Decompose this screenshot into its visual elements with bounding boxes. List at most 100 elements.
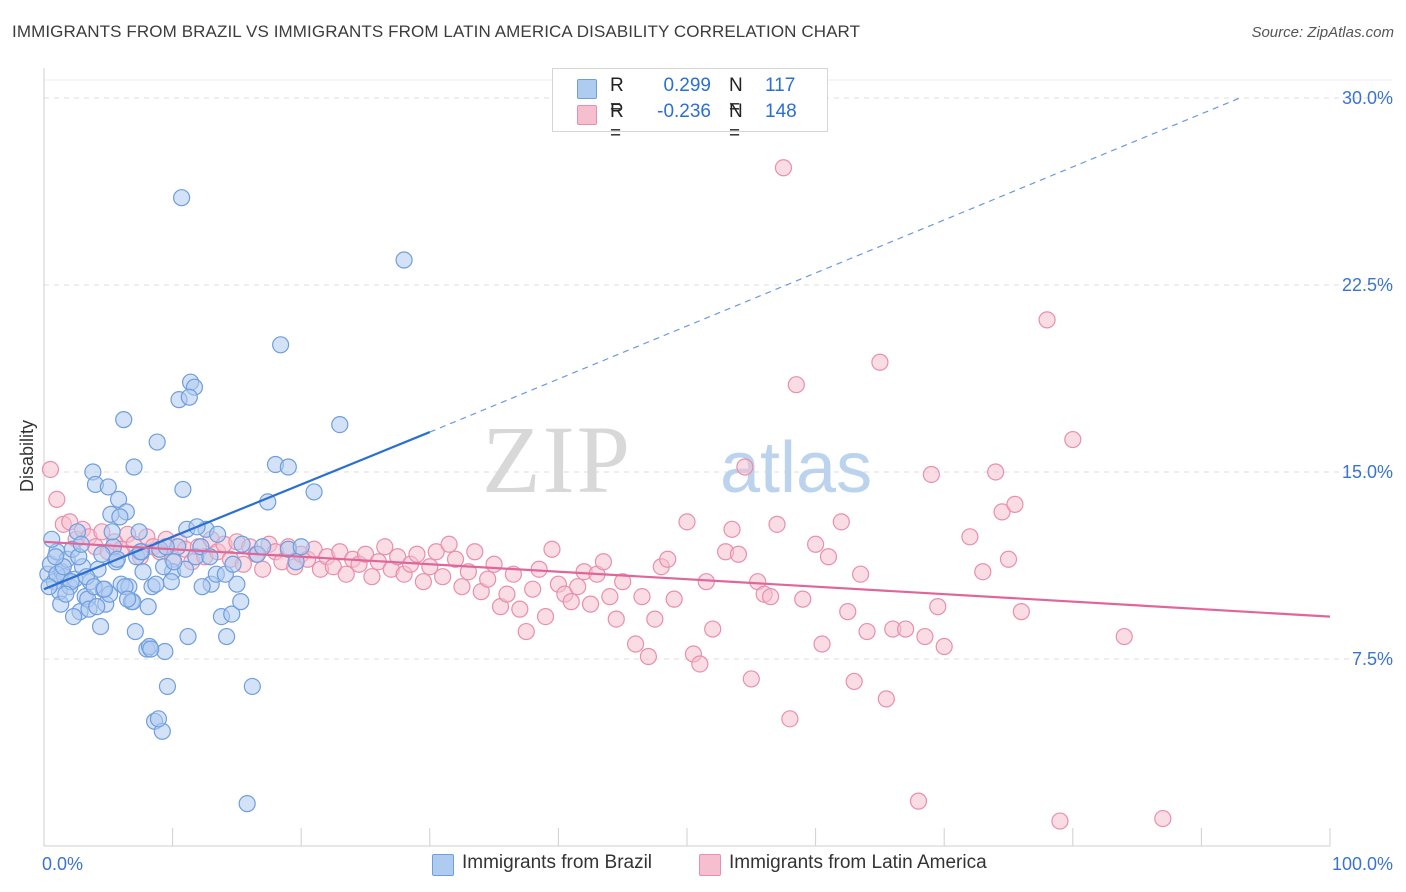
- brazil-point: [232, 593, 250, 611]
- latin-america-point: [601, 588, 619, 606]
- latin-america-point: [987, 463, 1005, 481]
- brazil-point: [180, 388, 198, 406]
- brazil-point: [395, 251, 413, 269]
- latin-america-point: [845, 672, 863, 691]
- brazil-point: [224, 555, 242, 573]
- brazil-point: [64, 607, 83, 626]
- latin-america-point: [408, 545, 426, 563]
- brazil-legend-swatch: [432, 854, 454, 876]
- trend-lines: [43, 97, 1331, 618]
- latin-america-point: [897, 620, 915, 638]
- latin-america-point: [659, 550, 677, 568]
- latin-america-legend-swatch: [699, 854, 721, 876]
- latin-america-point: [704, 620, 722, 638]
- latin-america-point: [813, 635, 831, 653]
- latin-america-point: [999, 550, 1018, 568]
- brazil-point: [134, 563, 152, 581]
- latin-america-point: [736, 458, 754, 476]
- x-tick-label-min: 0.0%: [42, 854, 83, 874]
- brazil-point: [305, 483, 323, 501]
- axis-labels: 7.5% 15.0% 22.5% 30.0% 0.0% 100.0% Disability: [17, 88, 1393, 874]
- latin-america-point: [524, 580, 542, 598]
- brazil-point: [193, 578, 211, 596]
- latin-america-point: [562, 593, 580, 611]
- latin-america-point: [446, 550, 465, 568]
- latin-america-point: [929, 598, 947, 616]
- latin-america-point: [536, 607, 555, 626]
- latin-america-point: [761, 588, 780, 606]
- latin-america-point: [607, 610, 625, 628]
- brazil-swatch: [577, 79, 597, 99]
- brazil-point: [162, 573, 180, 591]
- latin-america-point: [594, 553, 613, 571]
- latin-america-point: [1115, 627, 1133, 646]
- latin-america-point: [1064, 430, 1082, 449]
- latin-america-point: [41, 460, 60, 479]
- latin-america-point: [581, 595, 600, 613]
- latin-america-point: [1038, 311, 1056, 329]
- brazil-point: [130, 523, 148, 541]
- latin-america-point: [421, 558, 439, 576]
- latin-america-point: [453, 578, 471, 596]
- latin-america-point: [569, 578, 587, 596]
- brazil-point: [91, 617, 110, 636]
- brazil-point: [279, 458, 297, 476]
- brazil-trend-line: [43, 431, 431, 591]
- latin-america-point: [633, 588, 651, 606]
- latin-america-point: [993, 503, 1011, 521]
- brazil-point: [228, 575, 246, 593]
- latin-america-point: [774, 159, 793, 177]
- latin-america-point: [742, 670, 760, 688]
- latin-america-point: [254, 560, 272, 578]
- latin-america-point: [819, 548, 838, 566]
- legend-n-label: N =: [729, 101, 743, 144]
- latin-america-point: [356, 545, 375, 563]
- latin-america-swatch: [577, 105, 597, 125]
- latin-america-point: [852, 565, 870, 583]
- brazil-point: [109, 490, 128, 509]
- latin-america-point: [909, 792, 928, 810]
- x-tick-label-max: 100.0%: [1332, 854, 1393, 874]
- y-tick-label: 7.5%: [1352, 649, 1393, 669]
- latin-america-point: [646, 610, 664, 628]
- latin-america-point: [794, 590, 812, 608]
- latin-america-trend-line: [43, 540, 1331, 618]
- brazil-point: [243, 677, 261, 696]
- brazil-point: [57, 585, 75, 603]
- latin-america-legend-label: Immigrants from Latin America: [729, 852, 987, 873]
- latin-america-point: [389, 548, 407, 566]
- latin-america-point: [974, 563, 992, 581]
- brazil-point: [174, 480, 192, 499]
- latin-america-point: [871, 353, 889, 371]
- brazil-point: [126, 622, 144, 641]
- brazil-point: [142, 640, 160, 658]
- brazil-point: [158, 677, 177, 696]
- latin-america-point: [922, 465, 940, 484]
- brazil-point: [223, 605, 241, 623]
- latin-america-point: [678, 513, 696, 531]
- latin-america-point: [626, 635, 645, 653]
- brazil-trend-extension: [429, 97, 1241, 433]
- latin-america-point: [363, 568, 381, 586]
- brazil-n-value: 117: [765, 75, 796, 96]
- brazil-point: [95, 580, 114, 598]
- brazil-point: [125, 458, 143, 476]
- latin-america-point: [517, 622, 535, 641]
- brazil-point: [118, 590, 137, 608]
- latin-america-point: [961, 528, 979, 546]
- latin-america-point: [1154, 809, 1172, 828]
- latin-america-point: [440, 535, 458, 553]
- latin-america-point: [614, 573, 632, 591]
- brazil-point: [238, 795, 256, 813]
- brazil-point: [156, 642, 174, 661]
- brazil-point: [88, 598, 106, 616]
- brazil-point: [209, 525, 227, 543]
- brazil-point: [46, 548, 65, 566]
- latin-america-point: [466, 543, 484, 561]
- watermark: ZIP atlas: [482, 406, 872, 513]
- legend-r-label: R =: [610, 101, 624, 144]
- brazil-point: [173, 189, 191, 207]
- latin-america-point: [434, 568, 452, 586]
- latin-america-point: [935, 637, 953, 656]
